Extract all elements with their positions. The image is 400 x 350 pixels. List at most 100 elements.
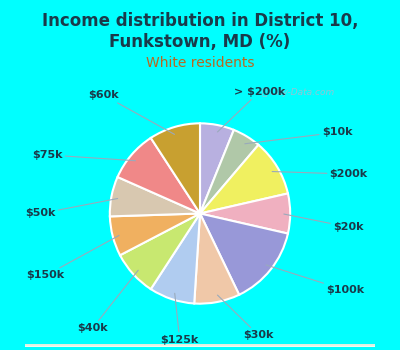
Bar <box>25 345 375 346</box>
Text: $10k: $10k <box>245 127 352 144</box>
Bar <box>25 345 375 346</box>
Wedge shape <box>200 214 288 295</box>
Bar <box>25 344 375 346</box>
Bar <box>25 345 375 346</box>
Bar <box>25 344 375 345</box>
Text: $60k: $60k <box>88 90 174 134</box>
Bar <box>25 344 375 346</box>
Bar <box>25 344 375 345</box>
Bar <box>25 345 375 346</box>
Wedge shape <box>200 194 290 233</box>
Bar <box>25 344 375 345</box>
Text: ⓘ City-Data.com: ⓘ City-Data.com <box>262 89 334 98</box>
Bar <box>25 344 375 345</box>
Bar <box>25 345 375 346</box>
Bar <box>25 345 375 346</box>
Bar <box>25 344 375 345</box>
Bar <box>25 345 375 346</box>
Bar <box>25 344 375 346</box>
Bar <box>25 344 375 345</box>
Bar <box>25 344 375 345</box>
Bar <box>25 345 375 346</box>
Bar <box>25 344 375 345</box>
Bar <box>25 345 375 346</box>
Bar <box>25 345 375 346</box>
Bar <box>25 344 375 345</box>
Bar <box>25 345 375 346</box>
Bar <box>25 345 375 346</box>
Text: $50k: $50k <box>25 198 118 218</box>
Bar <box>25 344 375 345</box>
Text: Income distribution in District 10,: Income distribution in District 10, <box>42 12 358 30</box>
Bar <box>25 344 375 345</box>
Bar <box>25 344 375 345</box>
Bar <box>25 345 375 346</box>
Bar <box>25 344 375 345</box>
Bar <box>25 345 375 346</box>
Bar <box>25 345 375 346</box>
Bar <box>25 344 375 346</box>
Wedge shape <box>110 214 200 255</box>
Bar <box>25 344 375 346</box>
Bar <box>25 345 375 346</box>
Text: $20k: $20k <box>284 214 364 232</box>
Bar <box>25 345 375 346</box>
Text: > $200k: > $200k <box>218 87 285 132</box>
Bar <box>25 345 375 346</box>
Bar <box>25 345 375 346</box>
Bar <box>25 345 375 346</box>
Bar <box>25 344 375 345</box>
Bar <box>25 345 375 346</box>
Text: $75k: $75k <box>32 150 136 161</box>
Bar <box>25 345 375 346</box>
Bar <box>25 344 375 345</box>
Bar <box>25 345 375 346</box>
Bar <box>25 345 375 346</box>
Bar <box>25 344 375 345</box>
Bar <box>25 344 375 346</box>
Bar <box>25 344 375 345</box>
Bar <box>25 344 375 345</box>
Bar <box>25 344 375 345</box>
Bar <box>25 344 375 346</box>
Bar <box>25 344 375 345</box>
Bar <box>25 345 375 346</box>
Bar <box>25 345 375 346</box>
Bar <box>25 344 375 346</box>
Bar <box>25 345 375 346</box>
Wedge shape <box>200 123 234 214</box>
Bar <box>25 344 375 345</box>
Bar <box>25 345 375 346</box>
Bar <box>25 344 375 345</box>
Bar <box>25 345 375 346</box>
Bar <box>25 344 375 346</box>
Bar <box>25 345 375 346</box>
Bar <box>25 344 375 345</box>
Text: White residents: White residents <box>146 56 254 70</box>
Bar <box>25 344 375 346</box>
Bar <box>25 344 375 346</box>
Bar <box>25 345 375 346</box>
Bar <box>25 345 375 346</box>
Bar <box>25 344 375 346</box>
Text: $100k: $100k <box>266 265 364 295</box>
Bar <box>25 344 375 345</box>
Bar <box>25 345 375 346</box>
Bar <box>25 344 375 346</box>
Bar <box>25 345 375 346</box>
Bar <box>25 344 375 346</box>
Bar <box>25 344 375 345</box>
Wedge shape <box>200 145 288 214</box>
Bar <box>25 345 375 346</box>
Bar <box>25 345 375 346</box>
Bar <box>25 344 375 346</box>
Bar <box>25 344 375 345</box>
Bar <box>25 345 375 346</box>
Bar <box>25 344 375 346</box>
Bar <box>25 344 375 346</box>
Bar <box>25 344 375 345</box>
Bar <box>25 344 375 345</box>
Bar <box>25 345 375 346</box>
Wedge shape <box>151 123 200 214</box>
Bar <box>25 345 375 346</box>
